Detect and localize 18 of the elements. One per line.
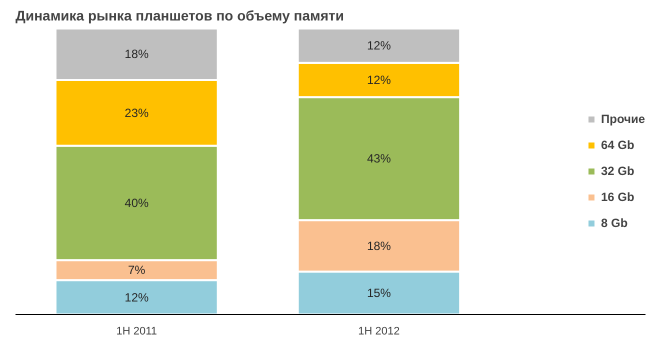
legend-label: 16 Gb <box>600 190 634 204</box>
data-label: 40% <box>124 196 149 210</box>
legend-label: 64 Gb <box>600 138 634 152</box>
data-label: 12% <box>366 72 392 87</box>
legend-label: Прочие <box>600 112 645 126</box>
data-label: 23% <box>124 106 149 120</box>
legend-label: 32 Gb <box>600 164 634 178</box>
x-tick-label: 1H 2011 <box>116 326 158 338</box>
data-label: 12% <box>124 290 149 304</box>
data-label: 12% <box>366 38 392 53</box>
chart-title: Динамика рынка планшетов по объему памяти <box>16 8 344 24</box>
data-label: 7% <box>128 263 146 278</box>
data-label: 15% <box>366 286 392 300</box>
legend-label: 8 Gb <box>600 216 628 230</box>
data-label: 43% <box>366 152 392 166</box>
data-label: 18% <box>366 238 392 253</box>
data-label: 18% <box>124 47 149 62</box>
x-tick-label: 1H 2012 <box>358 326 400 338</box>
